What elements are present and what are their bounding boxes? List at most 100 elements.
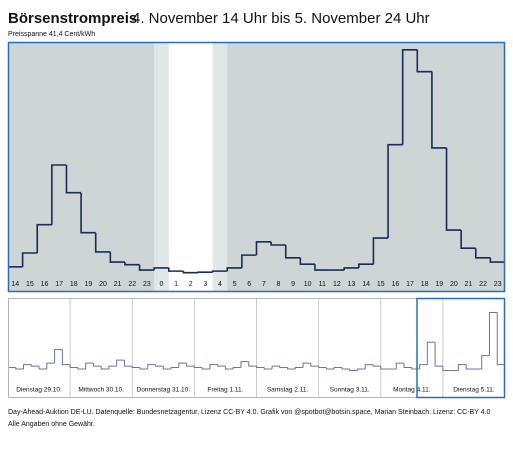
title: Börsenstrompreis [8, 10, 137, 27]
overview-step [131, 366, 141, 369]
overview-step [186, 363, 195, 367]
overview-chart: Dienstag 29.10. Mittwoch 30.10. Donnerstag… [8, 299, 505, 397]
price-step [431, 71, 447, 149]
overview-step [209, 364, 218, 370]
hour-band [66, 42, 82, 292]
overview-step [178, 362, 187, 368]
overview-step [123, 360, 133, 367]
overview-step [201, 367, 210, 370]
x-tick-label: 20 [99, 281, 107, 288]
overview-step [100, 366, 109, 370]
hour-band [51, 42, 67, 292]
price-step [241, 254, 257, 268]
overview-step [23, 364, 32, 370]
x-tick-label: 11 [319, 281, 326, 288]
hour-band [8, 42, 23, 292]
overview-step [325, 367, 335, 370]
day-label: Montag 4.11. [393, 387, 431, 394]
overview-step [287, 367, 296, 370]
price-step [167, 267, 184, 272]
x-tick-label: 16 [391, 281, 399, 288]
hour-band [124, 42, 140, 292]
overview-step [61, 349, 71, 366]
overview-step [341, 367, 350, 370]
main-chart: 14 15 16 17 18 19 20 21 22 23 0 1 2 3 4 5 6 7 8 9 10 11 12 13 14… [8, 42, 506, 292]
overview-step [30, 364, 40, 367]
price-step [460, 230, 476, 249]
x-tick-label: 22 [479, 281, 487, 288]
hour-band [446, 42, 462, 292]
x-tick-label: 10 [304, 281, 312, 288]
x-tick-label: 14 [362, 281, 370, 288]
x-tick-label: 18 [421, 281, 429, 288]
overview-step [248, 361, 257, 367]
overview-step [318, 366, 327, 369]
overview-step [279, 366, 288, 369]
price-step [416, 49, 432, 73]
overview-step [256, 366, 265, 369]
x-tick-label: 1 [174, 281, 178, 288]
overview-step [426, 341, 436, 365]
hour-band [461, 42, 477, 292]
price-step [299, 257, 315, 265]
x-tick-label: 4 [218, 281, 222, 288]
hour-band [22, 42, 38, 292]
hour-band [285, 42, 301, 292]
overview-step [465, 364, 474, 370]
hour-band [358, 42, 374, 292]
overview-step [77, 367, 86, 370]
overview-step [442, 366, 451, 372]
x-tick-label: 23 [143, 281, 151, 288]
overview-step [403, 363, 412, 369]
overview-step [38, 366, 47, 370]
overview-step [170, 367, 179, 370]
footer-line: Alle Angaben ohne Gewähr. [8, 421, 95, 428]
hour-band [300, 42, 316, 292]
hour-band [490, 42, 506, 292]
price-step [372, 237, 389, 265]
x-tick-label: 18 [70, 281, 78, 288]
x-tick-label: 9 [291, 281, 295, 288]
overview-step [271, 365, 280, 370]
x-tick-label: 14 [11, 281, 19, 288]
price-step [197, 271, 213, 273]
x-tick-label: 22 [128, 281, 136, 288]
price-step [226, 267, 242, 272]
overview-step [310, 363, 319, 367]
price-step [270, 241, 286, 246]
hour-band [212, 42, 228, 292]
overview-highlight [416, 297, 506, 399]
x-tick-label: 15 [26, 281, 34, 288]
hour-band [402, 42, 418, 292]
overview-step [54, 349, 63, 364]
price-step [211, 270, 228, 273]
hour-band [227, 42, 243, 292]
overview-step [92, 363, 102, 367]
overview-step [193, 366, 203, 369]
overview-step [294, 367, 304, 370]
overview-step [488, 311, 498, 356]
price-step [358, 263, 374, 268]
price-step [489, 257, 505, 263]
overview-step [333, 367, 342, 370]
price-step [255, 241, 272, 256]
subtitle: 4. November 14 Uhr bis 5. November 24 Uh… [132, 10, 430, 27]
hour-band [110, 42, 126, 292]
x-tick-label: 17 [55, 281, 63, 288]
hour-band [95, 42, 111, 292]
day-label: Dienstag 29.10. [16, 387, 62, 394]
hour-band [154, 42, 170, 292]
overview-step [69, 364, 78, 369]
x-tick-label: 19 [435, 281, 443, 288]
x-tick-label: 6 [247, 281, 251, 288]
hour-band [431, 42, 447, 292]
overview-step [162, 366, 172, 370]
price-step [401, 49, 418, 145]
overview-step [85, 362, 94, 370]
price-step [80, 192, 96, 234]
overview-step [395, 362, 405, 370]
x-tick-label: 19 [84, 281, 92, 288]
overview-step [356, 368, 366, 371]
